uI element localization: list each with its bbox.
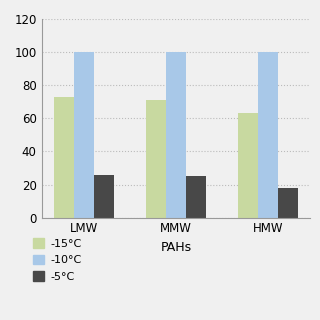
Bar xyxy=(74,52,94,218)
Bar xyxy=(237,114,258,218)
Bar xyxy=(94,175,115,218)
Bar xyxy=(54,97,74,218)
Legend: -15°C, -10°C, -5°C: -15°C, -10°C, -5°C xyxy=(31,236,84,284)
Bar xyxy=(146,100,166,218)
Bar xyxy=(186,176,206,218)
X-axis label: PAHs: PAHs xyxy=(160,241,192,254)
Bar xyxy=(166,52,186,218)
Bar xyxy=(258,52,278,218)
Bar xyxy=(278,188,298,218)
